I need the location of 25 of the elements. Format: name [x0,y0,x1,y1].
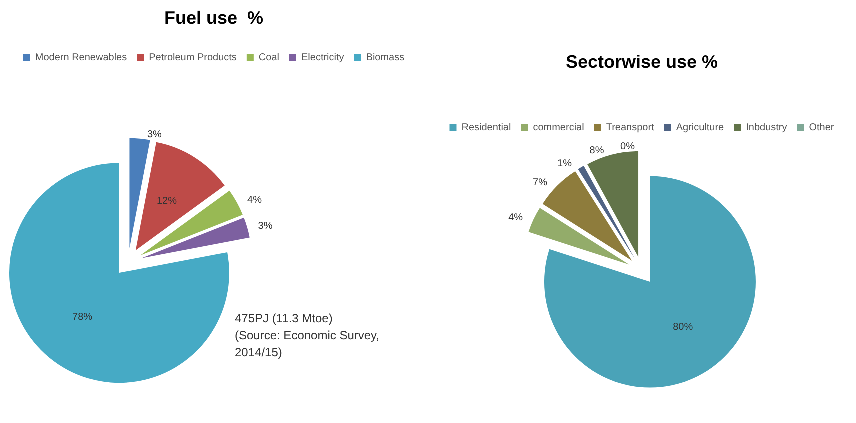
legend-label: Other [809,122,835,134]
data-label: 3% [147,129,162,140]
chart-title: Fuel use % [164,8,264,28]
data-label: 1% [558,158,572,170]
data-label: 80% [673,322,694,333]
data-label: 78% [72,312,93,324]
data-label: 4% [248,195,262,206]
data-label: 7% [533,178,548,189]
legend-label: Modern Renewables [35,52,128,64]
legend-label: Biomass [366,52,405,64]
legend-label: Petroleum Products [149,52,237,64]
data-label: 12% [156,196,178,207]
chart-title: Sectorwise use % [566,52,718,72]
legend-label: Residential [462,122,512,134]
text: 475PJ (11.3 Mtoe) (Source: Economic Survey, 2014/15) [235,312,380,360]
text: 0% [620,141,635,152]
legend-label: commercial [533,122,584,134]
legend-label: Coal [258,52,280,64]
legend-label: Treansport [606,122,655,134]
legend-label: Electricity [301,52,344,64]
legend-label: Inbdustry [746,122,788,134]
data-label: 4% [508,212,524,224]
data-label: 3% [258,221,273,232]
legend-label: Agriculture [676,122,725,134]
data-label: 8% [590,145,604,156]
